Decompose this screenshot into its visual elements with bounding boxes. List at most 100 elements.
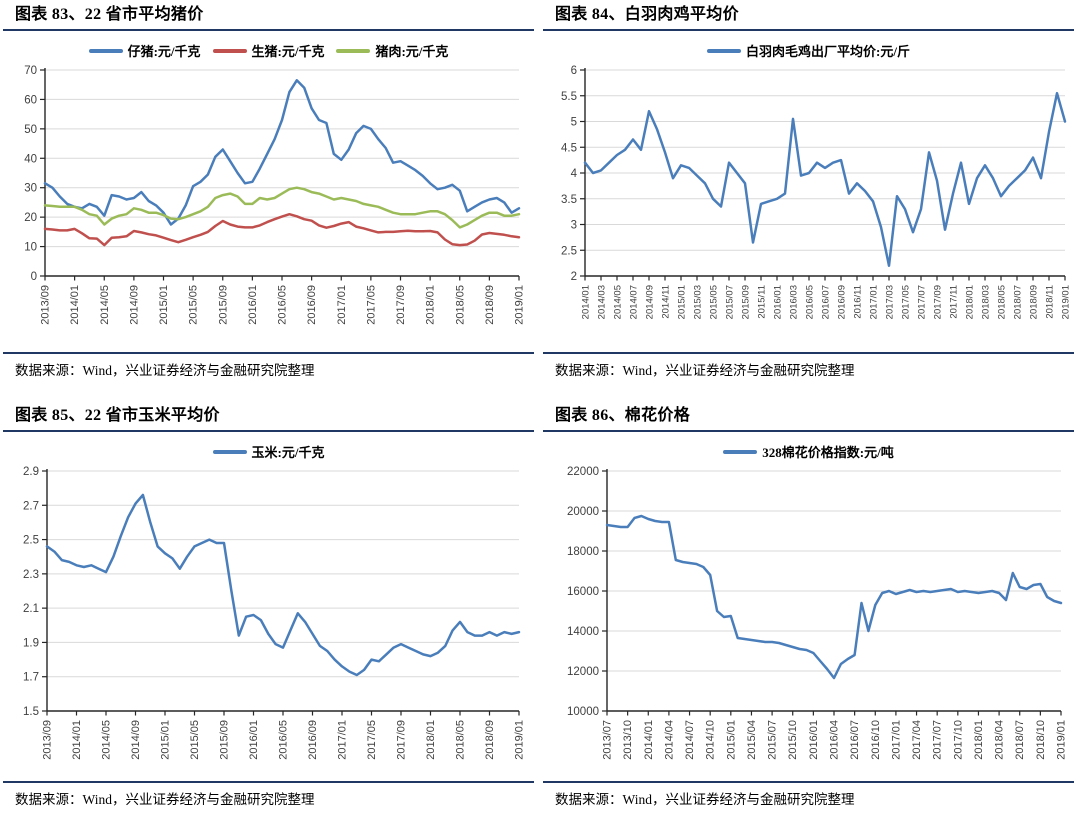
chart-85-corn-price-panel: 图表 85、22 省市玉米平均价 玉米:元/千克 1.5 1.7 1.9 2.1 2.3… bbox=[0, 401, 540, 830]
svg-text:2014/04: 2014/04 bbox=[663, 720, 675, 760]
svg-text:2015/11: 2015/11 bbox=[757, 285, 768, 319]
series-line bbox=[45, 493, 521, 677]
legend-label: 生猪:元/千克 bbox=[251, 44, 325, 59]
svg-text:2015/04: 2015/04 bbox=[746, 720, 758, 760]
svg-text:2017/01: 2017/01 bbox=[337, 720, 349, 760]
svg-text:2014/11: 2014/11 bbox=[661, 285, 672, 319]
svg-text:2016/09: 2016/09 bbox=[306, 285, 318, 325]
svg-text:12000: 12000 bbox=[567, 666, 599, 678]
cotton-price-chart: 10000 12000 14000 16000 18000 20000 22000 2013/… bbox=[567, 466, 1068, 760]
svg-text:2016/07: 2016/07 bbox=[849, 720, 861, 760]
svg-text:2015/09: 2015/09 bbox=[217, 285, 229, 325]
svg-text:2015/01: 2015/01 bbox=[725, 720, 737, 760]
chart-legend: 仔猪:元/千克 生猪:元/千克 猪肉:元/千克 bbox=[3, 41, 534, 60]
svg-text:2017/07: 2017/07 bbox=[932, 720, 944, 760]
svg-text:10: 10 bbox=[24, 242, 37, 254]
x-axis-labels: 2013/09 2014/01 2014/05 2014/09 2015/01 2015/… bbox=[40, 285, 526, 325]
svg-text:2017/05: 2017/05 bbox=[901, 285, 912, 319]
gridlines bbox=[585, 69, 1065, 251]
svg-text:2013/09: 2013/09 bbox=[42, 720, 54, 760]
svg-text:2017/01: 2017/01 bbox=[890, 720, 902, 760]
svg-text:2.5: 2.5 bbox=[23, 535, 39, 547]
source-note: 数据来源：Wind，兴业证券经济与金融研究院整理 bbox=[3, 352, 534, 401]
svg-text:2016/07: 2016/07 bbox=[821, 285, 832, 319]
svg-text:2014/10: 2014/10 bbox=[705, 720, 717, 760]
source-note: 数据来源：Wind，兴业证券经济与金融研究院整理 bbox=[543, 352, 1074, 401]
svg-text:2017/07: 2017/07 bbox=[917, 285, 928, 319]
legend-label: 玉米:元/千克 bbox=[251, 445, 325, 460]
svg-text:2013/07: 2013/07 bbox=[602, 720, 614, 760]
svg-text:20: 20 bbox=[24, 212, 37, 224]
svg-text:2013/10: 2013/10 bbox=[622, 720, 634, 760]
svg-text:2013/09: 2013/09 bbox=[40, 285, 52, 325]
series-lines bbox=[45, 493, 521, 677]
svg-text:2018/04: 2018/04 bbox=[994, 720, 1006, 760]
chart-title: 图表 85、22 省市玉米平均价 bbox=[3, 404, 534, 432]
svg-text:2015/01: 2015/01 bbox=[160, 720, 172, 760]
series-line bbox=[605, 514, 1063, 680]
svg-text:0: 0 bbox=[31, 271, 37, 283]
x-axis-labels: 2013/09 2014/01 2014/05 2014/09 2015/01 2015/… bbox=[42, 720, 526, 760]
svg-text:2018/01: 2018/01 bbox=[425, 720, 437, 760]
svg-text:2017/09: 2017/09 bbox=[396, 720, 408, 760]
series-line bbox=[43, 186, 521, 229]
legend-label: 猪肉:元/千克 bbox=[375, 44, 449, 59]
axes bbox=[42, 469, 520, 716]
axes bbox=[580, 68, 1066, 281]
svg-text:3.5: 3.5 bbox=[561, 194, 577, 206]
svg-text:2017/09: 2017/09 bbox=[933, 285, 944, 319]
svg-text:2015/10: 2015/10 bbox=[787, 720, 799, 760]
svg-text:2016/05: 2016/05 bbox=[278, 720, 290, 760]
svg-text:2016/05: 2016/05 bbox=[805, 285, 816, 319]
svg-text:2018/11: 2018/11 bbox=[1045, 285, 1056, 319]
x-axis-labels: 2013/07 2013/10 2014/01 2014/04 2014/07 2014/… bbox=[602, 720, 1068, 760]
legend-item: 猪肉:元/千克 bbox=[336, 41, 448, 60]
legend-label: 328棉花价格指数:元/吨 bbox=[762, 445, 894, 460]
svg-text:1.5: 1.5 bbox=[23, 706, 39, 718]
svg-text:5: 5 bbox=[571, 117, 577, 129]
legend-item: 生猪:元/千克 bbox=[212, 41, 325, 60]
legend-item: 328棉花价格指数:元/吨 bbox=[723, 442, 894, 461]
pig-price-chart: 0 10 20 30 40 50 60 70 2013/09 2014/01 2014/05 2014… bbox=[24, 65, 526, 325]
svg-text:2018/01: 2018/01 bbox=[425, 285, 437, 325]
svg-text:4.5: 4.5 bbox=[561, 142, 577, 154]
chart-title: 图表 83、22 省市平均猪价 bbox=[3, 3, 534, 31]
svg-text:2015/03: 2015/03 bbox=[693, 285, 704, 319]
axes bbox=[602, 469, 1062, 716]
svg-text:2014/05: 2014/05 bbox=[613, 285, 624, 319]
svg-text:22000: 22000 bbox=[567, 466, 599, 478]
axes bbox=[40, 68, 520, 281]
chart-legend: 328棉花价格指数:元/吨 bbox=[543, 442, 1074, 461]
svg-text:60: 60 bbox=[24, 94, 37, 106]
gridlines bbox=[607, 470, 1061, 672]
svg-text:2014/01: 2014/01 bbox=[71, 720, 83, 760]
series-lines bbox=[43, 79, 521, 247]
svg-text:2.3: 2.3 bbox=[23, 569, 39, 581]
svg-text:2018/05: 2018/05 bbox=[454, 285, 466, 325]
y-axis-labels: 0 10 20 30 40 50 60 70 bbox=[24, 65, 37, 283]
svg-text:1.7: 1.7 bbox=[23, 672, 39, 684]
svg-text:70: 70 bbox=[24, 65, 37, 77]
svg-text:2018/01: 2018/01 bbox=[973, 720, 985, 760]
svg-text:2014/07: 2014/07 bbox=[629, 285, 640, 319]
svg-text:2017/09: 2017/09 bbox=[395, 285, 407, 325]
svg-text:2018/05: 2018/05 bbox=[997, 285, 1008, 319]
svg-text:2018/09: 2018/09 bbox=[1029, 285, 1040, 319]
svg-text:2017/05: 2017/05 bbox=[366, 720, 378, 760]
svg-text:2018/07: 2018/07 bbox=[1014, 720, 1026, 760]
svg-text:3: 3 bbox=[571, 220, 577, 232]
svg-text:4: 4 bbox=[571, 168, 578, 180]
chart-83-pig-price-panel: 图表 83、22 省市平均猪价 仔猪:元/千克 生猪:元/千克 猪肉:元/千克 0 1… bbox=[0, 0, 540, 401]
legend-item: 玉米:元/千克 bbox=[212, 442, 325, 461]
svg-text:2016/04: 2016/04 bbox=[829, 720, 841, 760]
gridlines bbox=[45, 69, 519, 248]
series-lines bbox=[605, 514, 1063, 680]
svg-text:30: 30 bbox=[24, 183, 37, 195]
svg-text:2014/09: 2014/09 bbox=[128, 285, 140, 325]
y-axis-labels: 2 2.5 3 3.5 4 4.5 5 5.5 6 bbox=[561, 65, 578, 283]
chart-title: 图表 86、棉花价格 bbox=[543, 404, 1074, 432]
svg-text:2015/07: 2015/07 bbox=[767, 720, 779, 760]
svg-text:14000: 14000 bbox=[567, 626, 599, 638]
svg-text:2014/05: 2014/05 bbox=[99, 285, 111, 325]
